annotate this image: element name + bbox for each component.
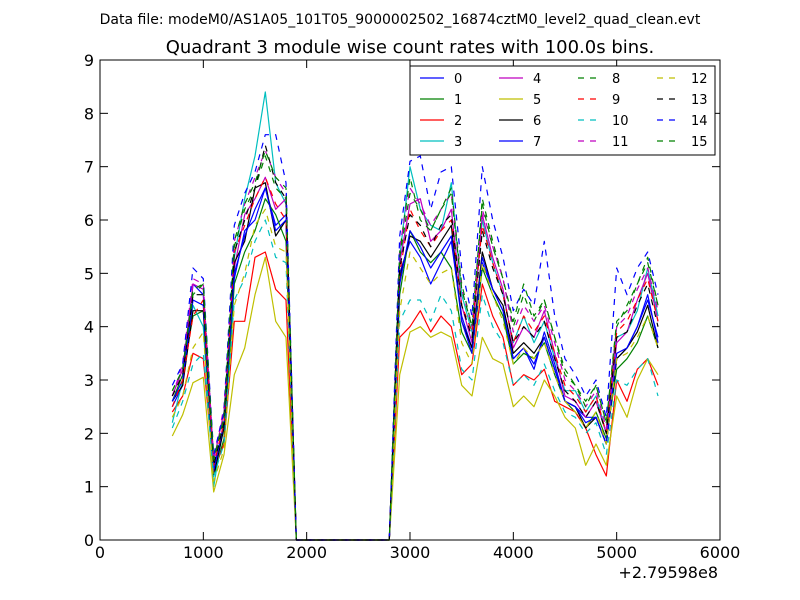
x-offset-label: +2.79598e8 [618, 563, 718, 582]
series-line-7 [171, 187, 659, 541]
legend-label-4: 4 [533, 72, 541, 87]
chart-title: Quadrant 3 module wise count rates with … [166, 37, 655, 58]
x-tick-label: 0 [95, 543, 105, 562]
legend-label-2: 2 [454, 114, 462, 129]
x-tick-label: 2000 [286, 543, 327, 562]
y-tick-label: 5 [84, 264, 94, 283]
legend-label-3: 3 [454, 135, 462, 150]
series-line-11 [171, 150, 659, 541]
x-tick-label: 5000 [596, 543, 637, 562]
y-tick-label: 9 [84, 51, 94, 70]
legend-label-10: 10 [612, 114, 629, 129]
legend-label-6: 6 [533, 114, 541, 129]
y-tick-label: 1 [84, 478, 94, 497]
x-tick-label: 1000 [183, 543, 224, 562]
x-tick-label: 3000 [390, 543, 431, 562]
legend-label-13: 13 [691, 93, 708, 108]
y-tick-label: 2 [84, 424, 94, 443]
series-line-9 [171, 176, 659, 541]
y-tick-label: 0 [84, 531, 94, 550]
y-tick-label: 8 [84, 104, 94, 123]
legend-label-12: 12 [691, 72, 708, 87]
x-tick-label: 6000 [700, 543, 741, 562]
series-line-2 [171, 251, 659, 541]
legend-label-15: 15 [691, 135, 708, 150]
series-layer [171, 91, 659, 541]
x-tick-label: 4000 [493, 543, 534, 562]
legend-label-5: 5 [533, 93, 541, 108]
legend-label-9: 9 [612, 93, 620, 108]
y-tick-label: 7 [84, 158, 94, 177]
series-line-12 [171, 208, 659, 541]
series-line-13 [171, 144, 659, 541]
datafile-label: Data file: modeM0/AS1A05_101T05_90000025… [100, 12, 701, 28]
series-line-5 [171, 256, 659, 541]
legend-label-1: 1 [454, 93, 462, 108]
legend-label-11: 11 [612, 135, 629, 150]
legend-label-8: 8 [612, 72, 620, 87]
legend-label-14: 14 [691, 114, 708, 129]
series-line-3 [171, 91, 659, 541]
y-tick-label: 4 [84, 318, 94, 337]
legend-label-7: 7 [533, 135, 541, 150]
y-tick-label: 3 [84, 371, 94, 390]
y-tick-label: 6 [84, 211, 94, 230]
legend-frame [409, 65, 716, 156]
legend-label-0: 0 [454, 72, 462, 87]
series-line-10 [171, 219, 659, 541]
series-line-14 [171, 134, 659, 541]
series-line-8 [171, 155, 659, 541]
series-line-15 [171, 150, 659, 541]
